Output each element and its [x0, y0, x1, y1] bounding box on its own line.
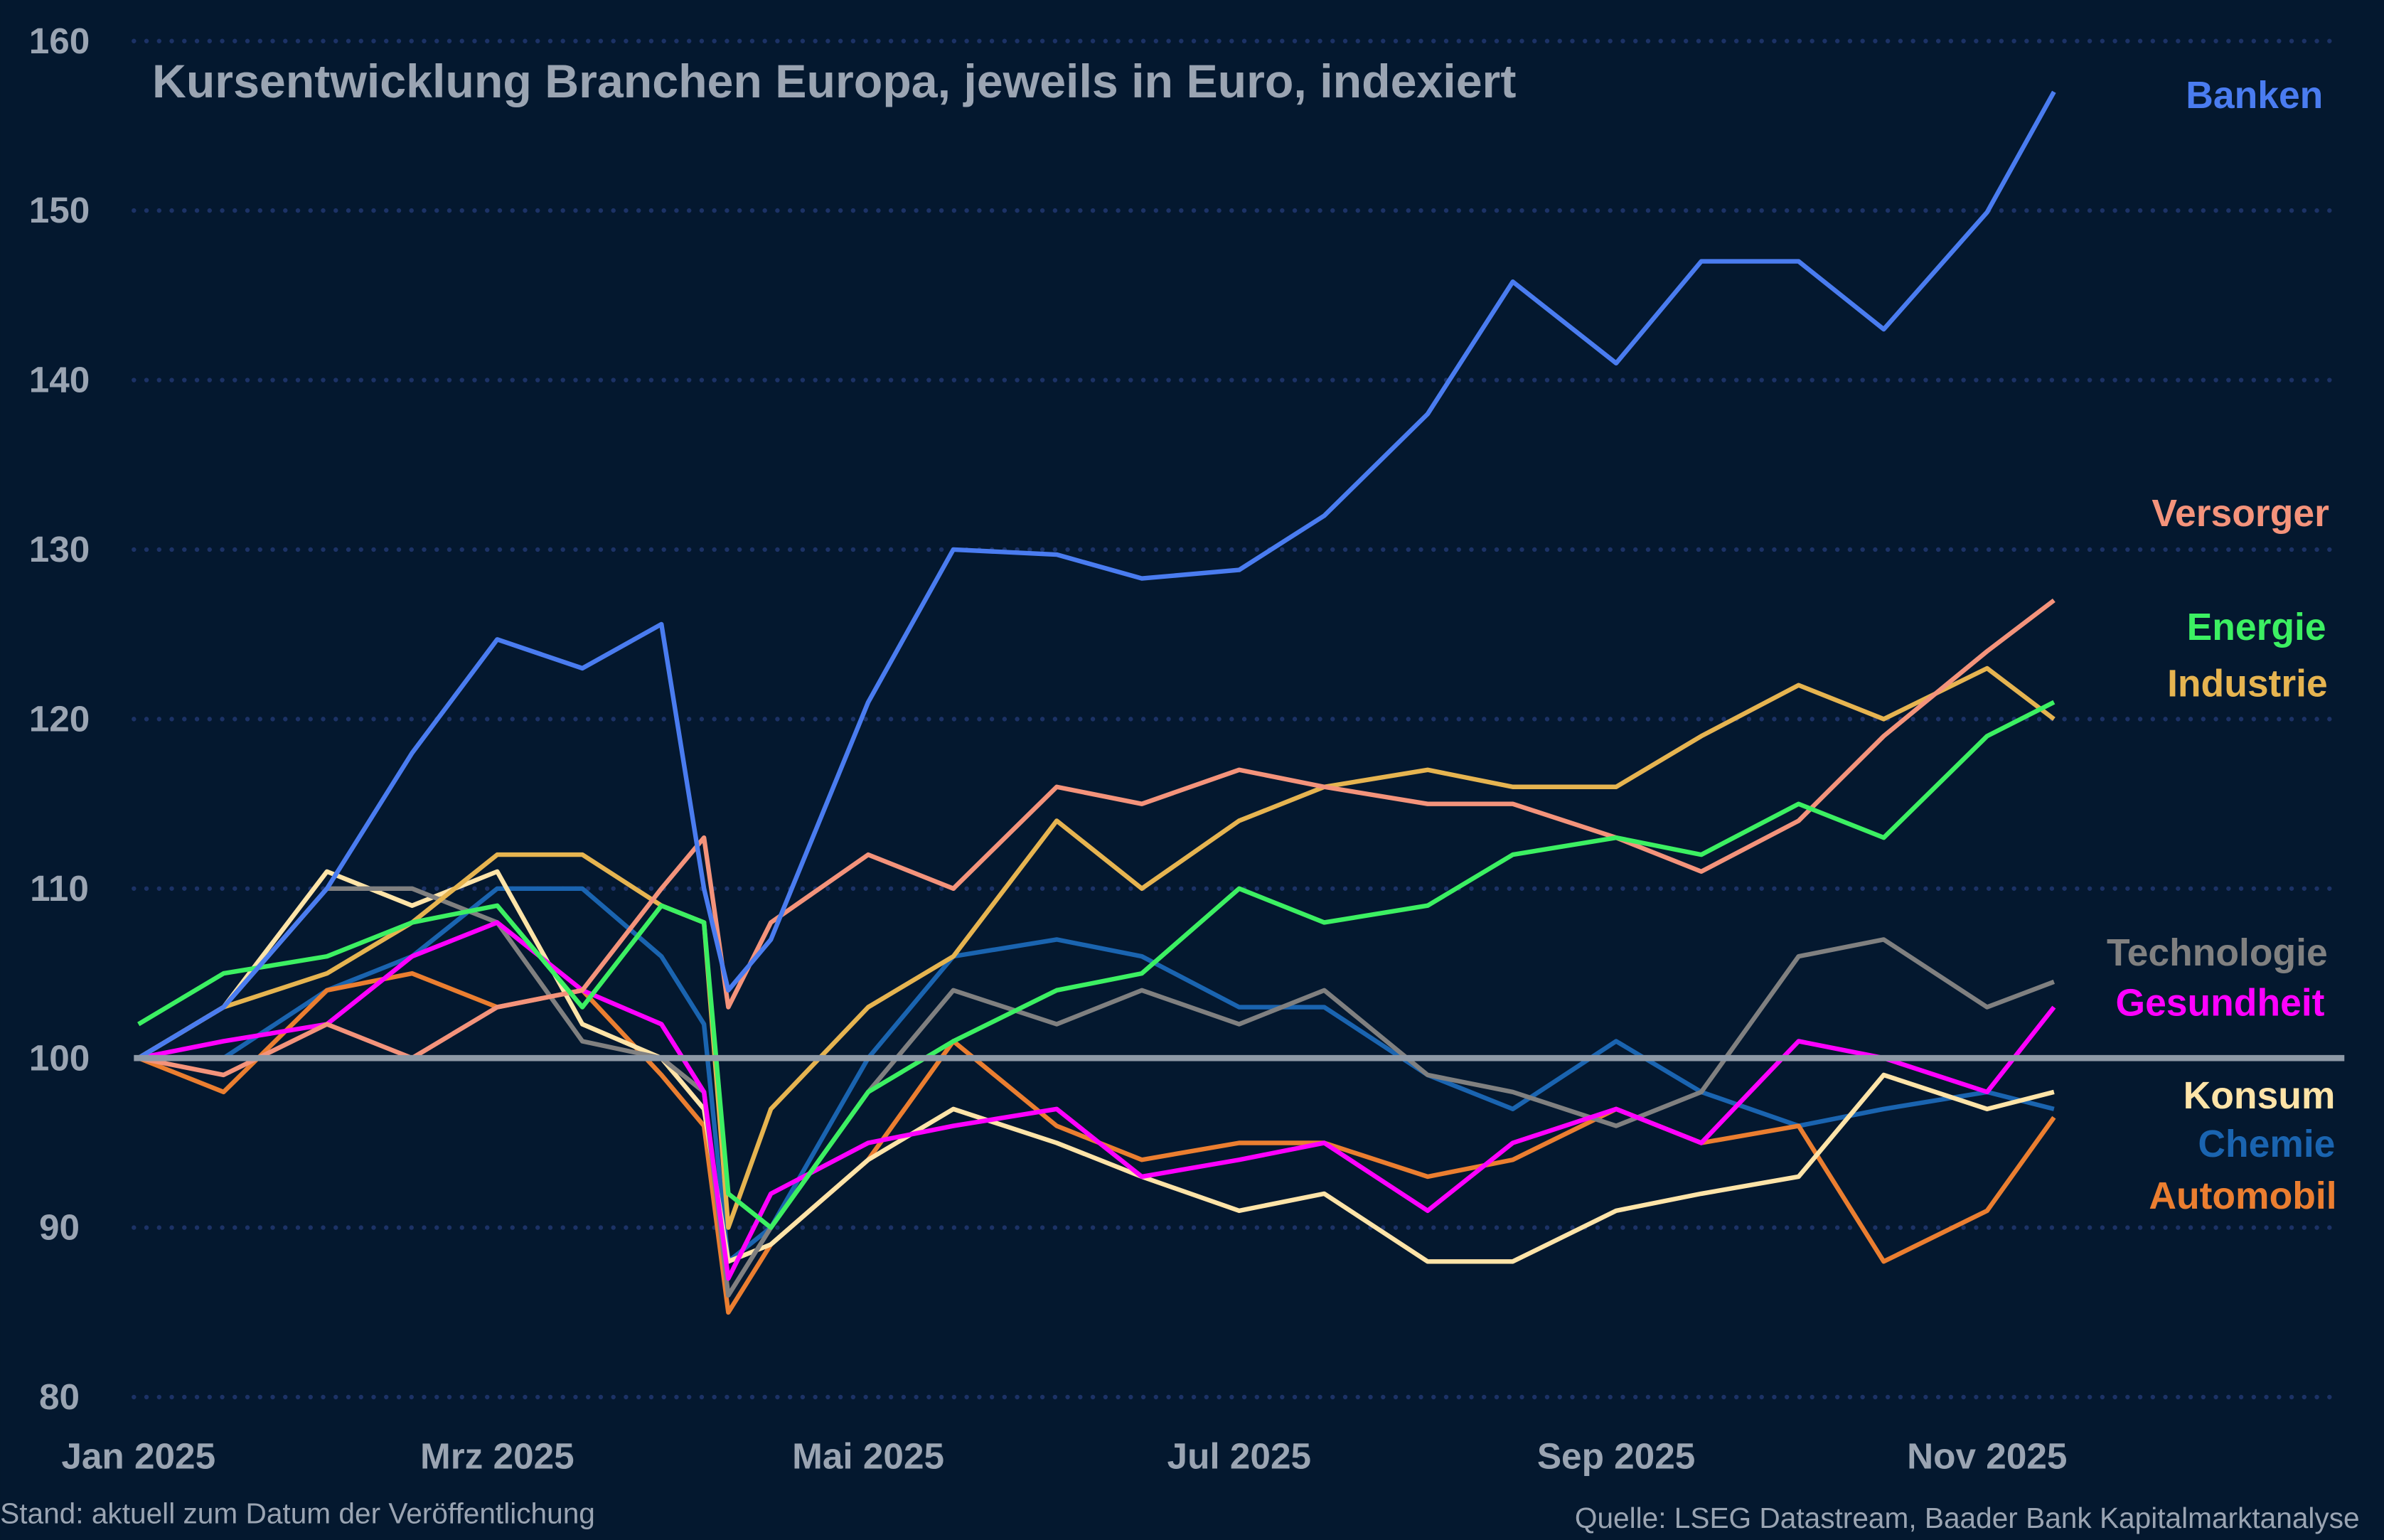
x-tick-label: Jan 2025 — [61, 1436, 215, 1477]
y-tick-label: 140 — [29, 360, 90, 400]
series-line-energie — [137, 700, 2056, 1230]
series-line-technologie — [137, 886, 2055, 1298]
series-lines — [137, 90, 2056, 1315]
y-tick-label: 150 — [29, 190, 90, 230]
chart-title: Kursentwicklung Branchen Europa, jeweils… — [152, 55, 1516, 108]
legend-label-industrie: Industrie — [2167, 663, 2328, 705]
legend-label-versorger: Versorger — [2152, 493, 2329, 535]
x-tick-label: Mrz 2025 — [420, 1436, 574, 1477]
y-tick-label: 90 — [39, 1207, 80, 1248]
series-line-gesundheit — [138, 920, 2056, 1281]
y-tick-label: 80 — [39, 1376, 80, 1417]
footer-source: Quelle: LSEG Datastream, Baader Bank Kap… — [1575, 1502, 2360, 1534]
y-tick-label: 110 — [30, 868, 89, 909]
legend-label-konsum: Konsum — [2183, 1075, 2336, 1117]
y-tick-label: 160 — [29, 21, 90, 61]
series-line-konsum — [137, 869, 2055, 1264]
series-line-versorger — [138, 598, 2056, 1078]
y-tick-label: 100 — [29, 1037, 90, 1078]
series-line-banken — [137, 90, 2056, 1060]
legend: Chemie Automobil Konsum Technologie Gesundhe… — [2107, 75, 2337, 1217]
x-axis: Jan 2025 Mrz 2025 Mai 2025 Jul 2025 Sep 2025… — [61, 1436, 2067, 1477]
y-axis: 80 90 100 110 120 130 140 150 160 — [29, 21, 90, 1417]
series-line-chemie — [138, 886, 2055, 1264]
x-tick-label: Jul 2025 — [1167, 1436, 1311, 1477]
y-tick-label: 130 — [29, 529, 90, 570]
footer-left: Stand: aktuell zum Datum der Veröffentli… — [0, 1497, 595, 1529]
legend-label-technologie: Technologie — [2107, 932, 2328, 974]
series-line-automobil — [137, 970, 2056, 1315]
legend-label-chemie: Chemie — [2198, 1123, 2335, 1165]
y-tick-label: 120 — [29, 698, 90, 739]
legend-label-energie: Energie — [2187, 606, 2326, 648]
legend-label-gesundheit: Gesundheit — [2116, 982, 2325, 1024]
x-tick-label: Mai 2025 — [792, 1436, 944, 1477]
x-tick-label: Nov 2025 — [1907, 1436, 2067, 1477]
legend-label-banken: Banken — [2186, 75, 2323, 117]
series-line-industrie — [137, 665, 2056, 1230]
legend-label-automobil: Automobil — [2149, 1175, 2336, 1217]
x-tick-label: Sep 2025 — [1537, 1436, 1695, 1477]
